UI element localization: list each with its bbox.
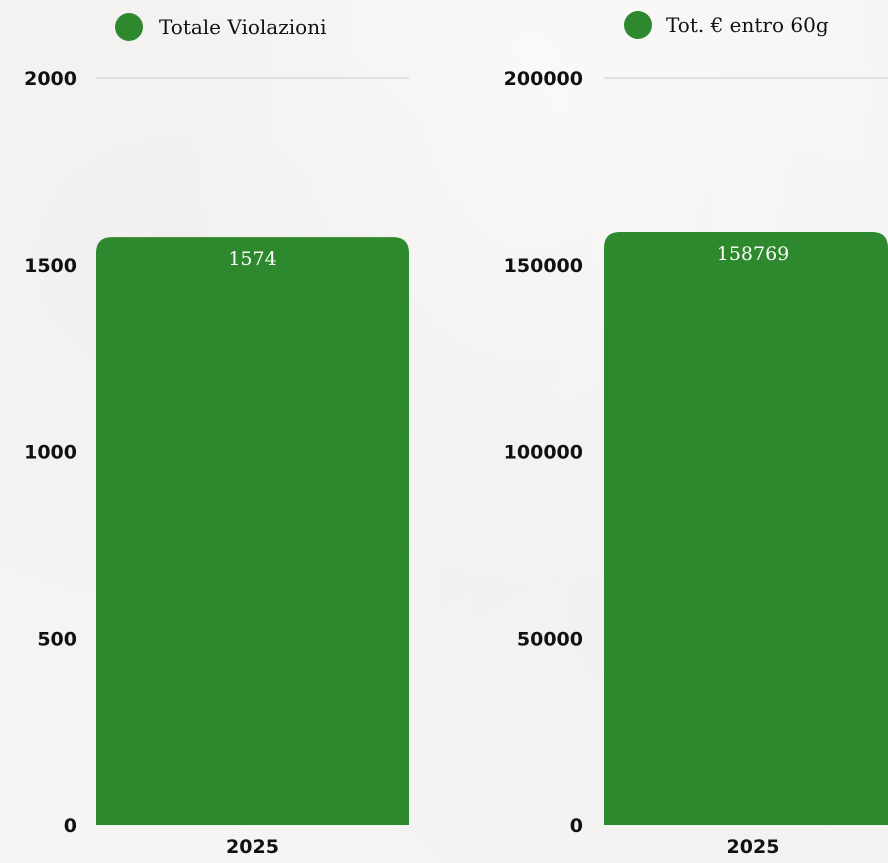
bar[interactable]	[96, 237, 409, 826]
y-tick-label: 500	[37, 628, 77, 650]
chart-totale-violazioni: Totale Violazioni 0 500 1000 1500 2000 1574 202…	[24, 13, 409, 858]
y-tick-label: 0	[570, 815, 583, 837]
x-tick-label: 2025	[727, 836, 780, 858]
legend-marker	[115, 13, 143, 41]
bar[interactable]	[604, 231, 888, 825]
y-tick-label: 100000	[504, 442, 583, 464]
legend-marker	[624, 11, 652, 39]
y-tick-label: 2000	[24, 68, 77, 90]
chart-totale-euro: Tot. € entro 60g 0 50000 100000 150000 200000…	[504, 11, 888, 858]
y-tick-label: 0	[64, 815, 77, 837]
bar-value-label: 1574	[228, 248, 276, 270]
y-tick-label: 150000	[504, 255, 583, 277]
y-tick-label: 200000	[504, 68, 583, 90]
legend-label: Totale Violazioni	[159, 15, 326, 39]
y-tick-label: 1500	[24, 255, 77, 277]
y-tick-label: 1000	[24, 442, 77, 464]
legend-label: Tot. € entro 60g	[666, 13, 829, 37]
y-tick-label: 50000	[517, 628, 583, 650]
bar-value-label: 158769	[717, 243, 790, 265]
x-tick-label: 2025	[226, 836, 279, 858]
